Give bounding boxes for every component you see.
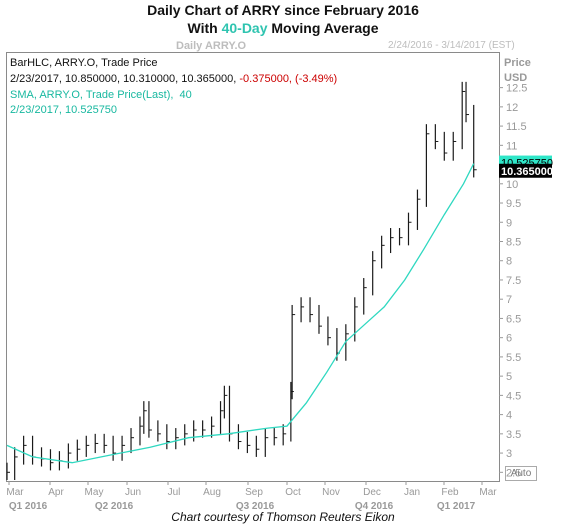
- x-month-label: Mar: [479, 487, 497, 498]
- y-tick-label: 10: [506, 179, 518, 191]
- x-quarter-label: Q4 2016: [355, 501, 394, 512]
- subtitle-highlight: 40-Day: [221, 20, 268, 36]
- price-axis-label: Price: [504, 57, 531, 69]
- date-range: 2/24/2016 - 3/14/2017 (EST): [388, 40, 515, 51]
- y-tick-label: 5: [506, 371, 512, 383]
- x-quarter-label: Q1 2016: [9, 501, 48, 512]
- legend-bar-values-row: 2/23/2017, 10.850000, 10.310000, 10.3650…: [10, 73, 337, 85]
- auto-scale-button[interactable]: Auto: [505, 466, 537, 481]
- chart-subtitle: With 40-Day Moving Average: [0, 20, 566, 36]
- y-tick-label: 4.5: [506, 390, 521, 402]
- plot-area[interactable]: [6, 52, 500, 482]
- x-month-label: Mar: [6, 487, 24, 498]
- y-tick-label: 6.5: [506, 313, 521, 325]
- y-tick-label: 4: [506, 410, 512, 422]
- y-tick-label: 3.5: [506, 429, 521, 441]
- chart-footer: Chart courtesy of Thomson Reuters Eikon: [171, 510, 395, 524]
- y-tick-label: 3: [506, 448, 512, 460]
- y-tick-label: 7: [506, 294, 512, 306]
- price-value-label: 10.365000: [501, 166, 553, 178]
- y-tick-label: 7.5: [506, 275, 521, 287]
- sma-line: [6, 163, 475, 464]
- y-tick-label: 8.5: [506, 236, 521, 248]
- currency-axis-label: USD: [504, 72, 528, 84]
- y-tick-label: 9.5: [506, 198, 521, 210]
- subtitle-prefix: With: [187, 20, 222, 36]
- legend-bar-change: -0.375000, (-3.49%): [239, 73, 338, 85]
- x-month-label: Jul: [168, 487, 181, 498]
- x-month-label: Apr: [48, 487, 64, 498]
- x-quarter-label: Q2 2016: [95, 501, 134, 512]
- x-month-label: Oct: [285, 487, 301, 498]
- x-month-label: Feb: [441, 487, 459, 498]
- subtitle-suffix: Moving Average: [267, 20, 379, 36]
- legend-bar-series: BarHLC, ARRY.O, Trade Price: [10, 57, 158, 69]
- x-month-label: Jun: [125, 487, 141, 498]
- x-month-label: Sep: [245, 487, 263, 498]
- x-month-label: Dec: [363, 487, 381, 498]
- x-month-label: May: [85, 487, 104, 498]
- y-tick-label: 11: [506, 140, 517, 152]
- y-tick-label: 6: [506, 333, 512, 345]
- y-tick-label: 5.5: [506, 352, 521, 364]
- x-quarter-label: Q3 2016: [236, 501, 275, 512]
- x-month-label: Nov: [322, 487, 340, 498]
- chart-title: Daily Chart of ARRY since February 2016: [147, 2, 419, 18]
- y-tick-label: 12: [506, 102, 518, 114]
- legend-sma-series: SMA, ARRY.O, Trade Price(Last), 40: [10, 89, 192, 101]
- symbol-watermark: Daily ARRY.O: [176, 40, 247, 52]
- legend-sma-values: 2/23/2017, 10.525750: [10, 104, 118, 116]
- y-tick-label: 8: [506, 256, 512, 268]
- y-tick-label: 2.5: [506, 467, 521, 479]
- x-quarter-label: Q1 2017: [437, 501, 476, 512]
- y-tick-label: 12.5: [506, 83, 527, 95]
- x-month-label: Aug: [203, 487, 221, 498]
- legend-bar-values: 2/23/2017, 10.850000, 10.310000, 10.3650…: [10, 73, 237, 85]
- price-value-tag: [499, 163, 552, 178]
- y-tick-label: 11.5: [506, 121, 527, 133]
- y-tick-label: 9: [506, 217, 512, 229]
- x-month-label: Jan: [404, 487, 420, 498]
